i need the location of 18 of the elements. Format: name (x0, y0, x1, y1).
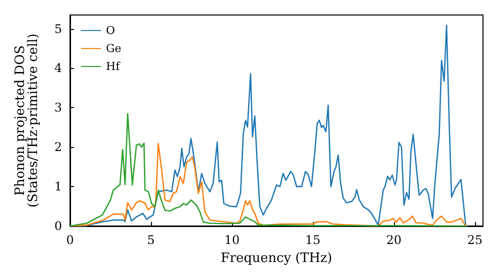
y-tick-label: 4 (54, 61, 62, 76)
x-tick-label: 5 (147, 233, 155, 247)
x-axis-title: Frequency (THz) (220, 251, 332, 266)
y-tick-label: 1 (54, 180, 62, 194)
x-tick-label: 0 (66, 233, 74, 247)
line-series (69, 112, 468, 227)
legend-label: Hf (106, 60, 121, 73)
y-axis-title: Phonon projected DOS (States/THz·primitive cell) (13, 33, 41, 208)
y-tick-label: 0 (54, 219, 62, 233)
x-tick-label: 20 (386, 233, 402, 247)
legend-label: O (106, 24, 116, 37)
x-tick-label: 15 (305, 233, 321, 247)
legend-label: Ge (106, 42, 122, 55)
x-tick-label: 25 (467, 233, 483, 247)
y-tick-label: 2 (54, 140, 62, 154)
x-tick-label: 10 (224, 233, 240, 247)
y-tick-label: 3 (54, 100, 62, 115)
y-tick-label: 5 (54, 22, 62, 36)
